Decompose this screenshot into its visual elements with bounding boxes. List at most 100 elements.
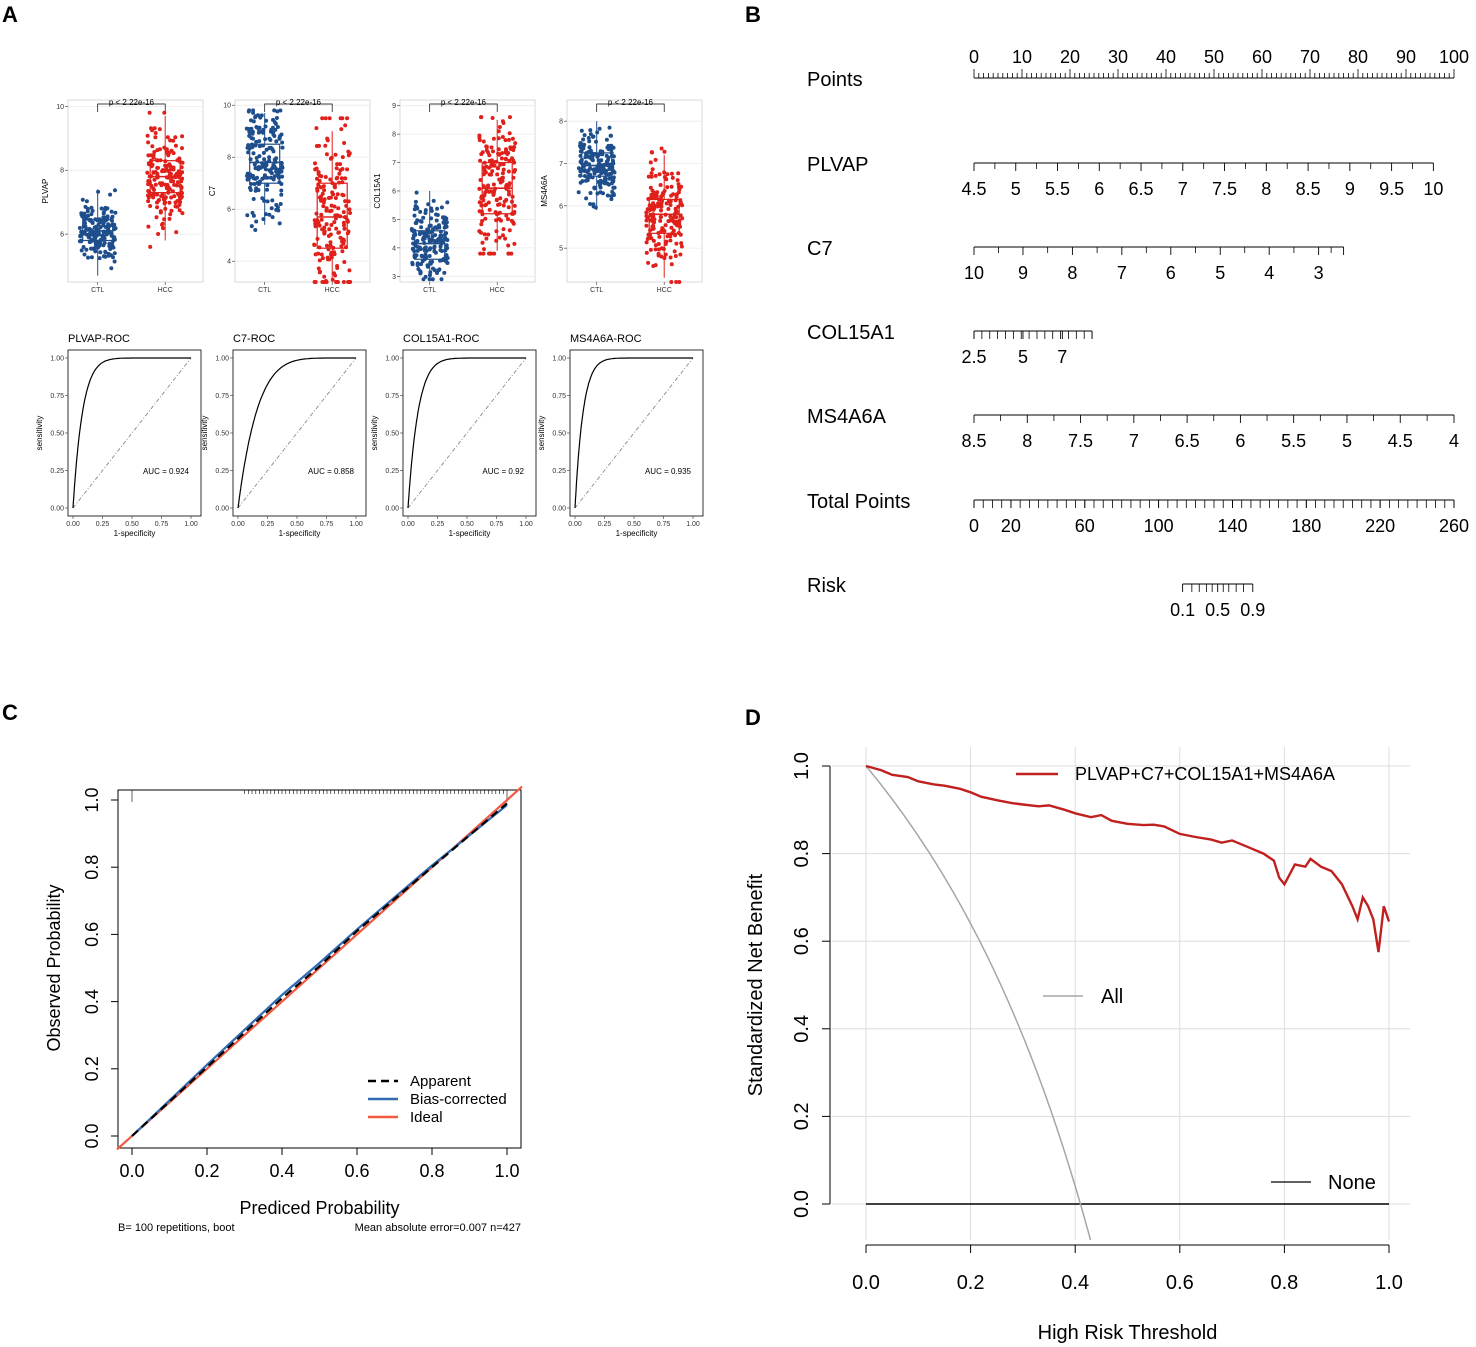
data-point — [644, 240, 649, 245]
data-point — [489, 163, 494, 168]
data-point — [656, 251, 661, 256]
data-point — [94, 243, 98, 248]
data-point — [313, 161, 317, 166]
data-point — [253, 114, 258, 119]
data-point — [668, 199, 673, 204]
data-point — [152, 150, 157, 154]
data-point — [327, 116, 332, 121]
tick-label: 3 — [1314, 263, 1324, 283]
data-point — [668, 255, 673, 260]
data-point — [149, 126, 153, 131]
significance-bracket — [264, 103, 333, 112]
data-point — [324, 279, 328, 283]
diagonal-reference — [72, 357, 192, 509]
data-point — [676, 182, 681, 187]
data-point — [269, 206, 274, 211]
y-tick-label: 0.2 — [82, 1056, 102, 1081]
data-point — [410, 260, 415, 265]
data-point — [267, 212, 272, 217]
y-tick-label: 0.50 — [552, 431, 566, 438]
data-point — [649, 174, 654, 179]
x-axis-label: High Risk Threshold — [1038, 1322, 1218, 1344]
data-point — [482, 168, 487, 173]
data-point — [249, 126, 254, 131]
y-tick-label: 0.4 — [82, 989, 102, 1014]
data-point — [156, 232, 161, 236]
data-point — [495, 172, 500, 177]
tick-label: 5 — [1215, 263, 1225, 283]
data-point — [659, 208, 663, 213]
data-point — [273, 127, 278, 132]
data-point — [168, 138, 173, 143]
roc-title: C7-ROC — [233, 333, 275, 345]
tick-label: 8 — [1261, 179, 1271, 199]
data-point — [673, 198, 678, 203]
data-point — [265, 175, 270, 180]
data-point — [343, 176, 348, 181]
data-point — [89, 205, 94, 210]
roc-title: PLVAP-ROC — [68, 333, 130, 345]
data-point — [599, 171, 604, 175]
tick-label: 5 — [1018, 347, 1028, 367]
y-tick-label: 0.25 — [552, 468, 566, 475]
data-point — [153, 131, 158, 135]
data-point — [578, 143, 582, 148]
data-point — [317, 178, 322, 183]
data-point — [171, 138, 176, 143]
data-point — [480, 219, 485, 223]
data-point — [482, 232, 487, 237]
data-point — [274, 116, 279, 120]
data-point — [180, 176, 185, 181]
data-point — [339, 127, 344, 132]
data-point — [477, 200, 482, 205]
data-point — [477, 133, 482, 138]
data-point — [653, 173, 658, 178]
data-point — [318, 185, 323, 190]
roc-title: MS4A6A-ROC — [570, 333, 642, 345]
data-point — [274, 156, 279, 161]
data-point — [332, 252, 337, 257]
tick-label: 0 — [969, 516, 979, 536]
tick-label: 0 — [969, 47, 979, 67]
data-point — [279, 161, 284, 166]
x-tick-label: 0.2 — [957, 1272, 985, 1294]
data-point — [340, 116, 345, 121]
data-point — [441, 220, 446, 225]
legend-label: Ideal — [410, 1109, 443, 1126]
data-point — [145, 170, 150, 175]
legend-label-all: All — [1101, 986, 1123, 1008]
data-point — [667, 218, 672, 223]
data-point — [658, 218, 663, 223]
data-point — [151, 153, 156, 158]
data-point — [335, 175, 340, 180]
y-tick-label: 1.0 — [791, 752, 813, 780]
y-tick-label: 0.00 — [50, 506, 64, 513]
tick-label: 8 — [1067, 263, 1077, 283]
data-point — [83, 221, 87, 226]
data-point — [112, 259, 117, 264]
data-point — [496, 129, 501, 134]
data-point — [155, 205, 160, 210]
data-point — [180, 170, 185, 175]
tick-label: 30 — [1108, 47, 1128, 67]
x-tick-label: CTL — [590, 287, 603, 294]
data-point — [437, 225, 442, 230]
data-point — [481, 139, 486, 144]
nomogram-row-col15a1: COL15A1 2.5 5 7 — [807, 322, 1093, 367]
data-point — [148, 204, 153, 208]
data-point — [419, 219, 424, 224]
data-point — [478, 158, 483, 163]
data-point — [651, 223, 656, 228]
tick-label: 40 — [1156, 47, 1176, 67]
data-point — [596, 161, 601, 166]
data-point — [656, 201, 660, 206]
data-point — [91, 233, 96, 238]
data-point — [335, 192, 340, 197]
data-point — [157, 127, 162, 132]
data-point — [421, 215, 426, 220]
data-point — [644, 218, 649, 223]
tick-label: 60 — [1075, 516, 1095, 536]
data-point — [663, 252, 668, 257]
tick-label: 6 — [1094, 179, 1104, 199]
y-tick-label: 7 — [559, 161, 563, 168]
